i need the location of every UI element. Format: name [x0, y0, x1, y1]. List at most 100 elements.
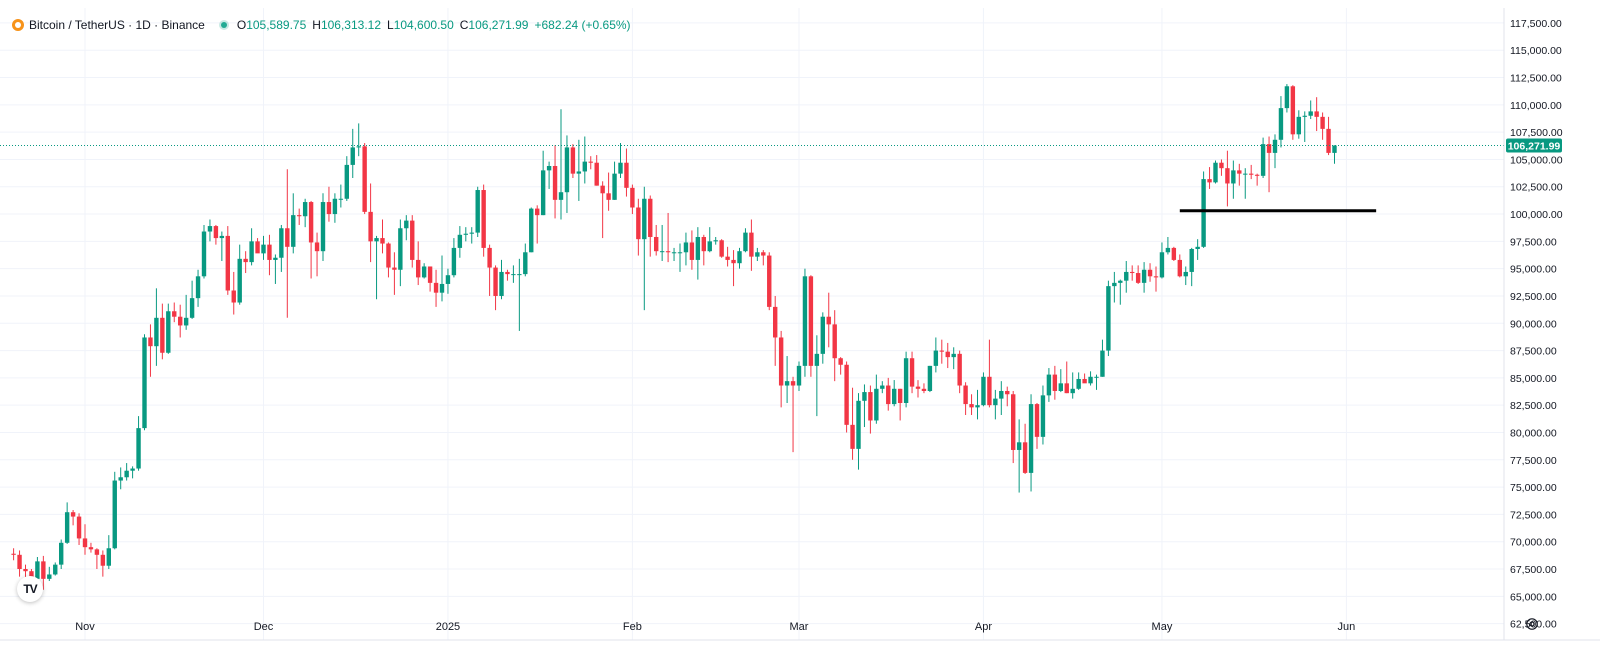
candle	[94, 548, 100, 570]
last-price-tag-bg	[1506, 138, 1562, 153]
candle	[35, 556, 40, 582]
y-tick-label: 85,000.00	[1510, 373, 1557, 385]
candle	[892, 380, 897, 407]
candle	[487, 244, 492, 296]
change-value: +682.24 (+0.65%)	[534, 18, 631, 32]
settings-gear-icon[interactable]	[1525, 617, 1539, 631]
candle	[1260, 137, 1266, 179]
y-tick-label: 70,000.00	[1510, 537, 1557, 549]
candle	[535, 205, 540, 244]
candle-body	[886, 385, 891, 405]
candle-body	[767, 255, 772, 307]
candle-body	[392, 267, 397, 270]
candle	[594, 155, 599, 186]
candle	[695, 227, 701, 280]
candle	[1028, 394, 1034, 492]
candle	[725, 246, 730, 267]
candle	[380, 219, 385, 254]
candle	[332, 193, 338, 223]
candle	[505, 269, 510, 281]
candle-body	[1308, 111, 1313, 116]
candle-body	[1159, 252, 1165, 278]
candle-body	[892, 388, 897, 405]
candle	[552, 145, 558, 219]
candle-body	[1320, 116, 1325, 129]
candle-body	[1195, 246, 1200, 250]
candle	[1183, 266, 1188, 286]
candle-body	[981, 376, 986, 406]
candle	[231, 271, 236, 315]
candle-body	[546, 165, 552, 171]
candle	[1213, 160, 1218, 184]
candle-body	[53, 564, 58, 575]
candle-body	[624, 162, 629, 188]
y-tick-label: 80,000.00	[1510, 427, 1557, 439]
candle-body	[88, 547, 94, 550]
y-tick-label: 117,500.00	[1510, 18, 1562, 30]
candle	[814, 335, 820, 417]
candle-body	[993, 398, 998, 406]
candle-body	[594, 162, 599, 186]
candle	[743, 228, 748, 253]
candle-body	[398, 228, 403, 270]
x-tick-label: Apr	[975, 621, 992, 633]
candle	[671, 247, 677, 262]
open-value: 105,589.75	[246, 18, 307, 32]
candle	[624, 148, 629, 197]
candle-body	[410, 220, 415, 260]
candle-body	[558, 192, 564, 200]
candle	[59, 539, 64, 570]
candle	[469, 227, 474, 244]
candle-body	[1070, 388, 1075, 394]
candle-body	[897, 388, 903, 403]
candle	[1296, 110, 1301, 139]
candle	[1249, 164, 1254, 180]
candle	[11, 548, 16, 561]
candle	[451, 238, 457, 278]
candle	[1171, 246, 1177, 262]
candle	[368, 183, 373, 263]
high-value: 106,313.12	[320, 18, 381, 32]
candle	[302, 198, 308, 228]
candle-body	[1296, 116, 1301, 135]
candle-body	[1266, 144, 1272, 153]
candle	[802, 268, 808, 377]
candle	[511, 265, 516, 283]
candle	[909, 351, 915, 394]
candle-body	[350, 147, 355, 165]
candle	[897, 388, 903, 421]
candle	[784, 356, 790, 403]
symbol-title[interactable]: Bitcoin / TetherUS · 1D · Binance	[29, 18, 205, 32]
candle	[1320, 112, 1325, 140]
time-axis[interactable]: Nov Dec 2025 Feb Mar Apr May Jun	[75, 621, 1355, 633]
price-axis[interactable]: 62,500.0065,000.0067,500.0070,000.0072,5…	[1510, 18, 1563, 631]
low-value: 104,600.50	[393, 18, 454, 32]
candle	[1278, 96, 1284, 148]
candle-body	[808, 276, 814, 366]
candle-body	[1207, 179, 1212, 183]
candle-body	[499, 271, 504, 296]
candle	[600, 181, 605, 239]
candle-body	[719, 240, 724, 257]
y-tick-label: 92,500.00	[1510, 291, 1557, 303]
candle-body	[880, 385, 885, 389]
candle-body	[1011, 394, 1016, 450]
tradingview-logo[interactable]: TV	[17, 576, 43, 602]
candle-body	[523, 252, 528, 275]
candle-body	[939, 350, 944, 352]
high-label: H	[312, 18, 321, 32]
low-label: L	[387, 18, 394, 32]
candle	[850, 387, 855, 460]
candle-body	[1058, 383, 1063, 391]
candle-body	[76, 516, 82, 539]
candle-body	[302, 202, 308, 217]
candle	[808, 275, 814, 377]
candle	[1094, 374, 1099, 390]
candle	[416, 241, 421, 286]
candle-body	[689, 242, 695, 260]
y-tick-label: 82,500.00	[1510, 400, 1557, 412]
candle-series	[11, 84, 1337, 595]
candle-body	[457, 234, 463, 248]
candle	[178, 304, 183, 338]
